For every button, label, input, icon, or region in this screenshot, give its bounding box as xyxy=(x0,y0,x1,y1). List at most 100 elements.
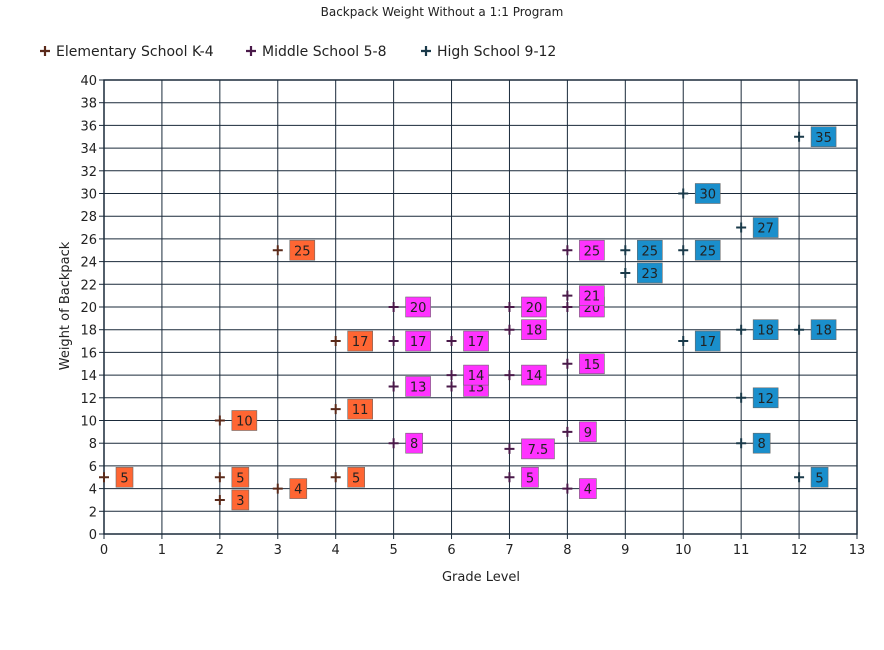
x-tick-label: 6 xyxy=(447,543,455,558)
data-label-box xyxy=(405,296,431,318)
data-label-box xyxy=(463,330,489,352)
y-tick-label: 24 xyxy=(80,256,97,271)
data-label-box xyxy=(637,262,663,284)
data-label: 5 xyxy=(120,471,128,486)
data-label-box xyxy=(231,489,250,511)
data-label: 8 xyxy=(410,437,418,452)
x-tick-label: 9 xyxy=(621,543,629,558)
data-label-box xyxy=(810,319,837,341)
data-label: 14 xyxy=(468,369,485,384)
data-point xyxy=(504,324,515,335)
y-tick-label: 14 xyxy=(80,369,97,384)
data-point xyxy=(678,245,689,256)
data-point xyxy=(388,336,399,347)
data-label: 4 xyxy=(294,483,302,498)
data-label: 17 xyxy=(410,335,427,350)
y-tick-label: 28 xyxy=(80,210,97,225)
data-label: 3 xyxy=(236,494,244,509)
data-label: 11 xyxy=(352,403,369,418)
legend-label: High School 9-12 xyxy=(437,44,556,60)
data-label: 23 xyxy=(642,267,659,282)
data-label: 30 xyxy=(699,188,716,203)
data-label: 8 xyxy=(758,437,766,452)
data-label: 25 xyxy=(294,244,311,259)
data-label: 14 xyxy=(526,369,543,384)
data-label-box xyxy=(752,319,779,341)
data-label-box xyxy=(579,239,605,261)
x-tick-label: 13 xyxy=(849,543,866,558)
y-tick-label: 10 xyxy=(80,415,97,430)
x-tick-label: 3 xyxy=(274,543,282,558)
grid xyxy=(103,79,858,535)
legend-marker xyxy=(246,46,256,56)
data-point xyxy=(562,483,573,494)
y-tick-label: 20 xyxy=(80,301,97,316)
data-label: 27 xyxy=(757,222,774,237)
data-label-box xyxy=(752,217,779,238)
data-label: 9 xyxy=(584,426,592,441)
data-point xyxy=(504,302,515,312)
data-label: 18 xyxy=(815,324,832,339)
x-tick-label: 8 xyxy=(563,543,571,558)
x-tick-label: 4 xyxy=(332,543,340,558)
data-label-box xyxy=(637,239,663,261)
y-tick-label: 12 xyxy=(80,392,97,407)
data-label: 5 xyxy=(352,471,360,486)
data-label-box xyxy=(752,432,771,454)
data-label: 15 xyxy=(584,358,601,373)
data-point xyxy=(794,472,805,483)
x-axis-label: Grade Level xyxy=(442,570,520,585)
x-tick-label: 7 xyxy=(505,543,513,558)
chart-title: Backpack Weight Without a 1:1 Program xyxy=(321,5,564,19)
data-label-box xyxy=(405,330,431,352)
data-point xyxy=(736,222,747,233)
data-point xyxy=(99,472,109,483)
data-label-box xyxy=(347,466,365,488)
data-label: 20 xyxy=(410,301,427,316)
legend-label: Elementary School K-4 xyxy=(56,44,214,60)
y-tick-label: 16 xyxy=(80,346,97,361)
data-point xyxy=(794,324,805,335)
data-label: 18 xyxy=(757,324,774,339)
data-label-box xyxy=(347,330,373,352)
data-label-box xyxy=(579,353,605,375)
y-tick-label: 0 xyxy=(89,528,97,543)
x-tick-label: 11 xyxy=(733,543,750,558)
data-point xyxy=(388,381,399,392)
y-tick-label: 6 xyxy=(89,460,97,475)
data-point xyxy=(446,336,457,347)
data-point xyxy=(794,131,805,142)
legend: Elementary School K-4 Middle School 5-8 Hi… xyxy=(40,44,556,60)
y-tick-label: 8 xyxy=(89,437,97,452)
y-tick-label: 4 xyxy=(89,483,97,498)
data-label-box xyxy=(694,330,721,352)
data-point xyxy=(620,245,631,256)
data-point xyxy=(388,302,399,312)
data-label: 17 xyxy=(699,335,716,350)
legend-label: Middle School 5-8 xyxy=(262,44,387,60)
data-label: 17 xyxy=(468,335,485,350)
data-point xyxy=(446,370,457,381)
data-label: 5 xyxy=(815,471,823,486)
data-point xyxy=(214,415,225,426)
legend-marker xyxy=(421,46,431,56)
data-point xyxy=(272,245,283,256)
data-point xyxy=(272,483,283,494)
x-tick-label: 2 xyxy=(216,543,224,558)
data-label-box xyxy=(521,296,547,318)
data-point xyxy=(736,324,747,335)
data-label: 7.5 xyxy=(528,443,549,458)
data-label-box xyxy=(231,466,250,488)
y-tick-label: 38 xyxy=(80,97,97,112)
data-point xyxy=(214,472,225,483)
data-point xyxy=(504,443,515,454)
x-tick-label: 5 xyxy=(389,543,397,558)
data-label-box xyxy=(694,239,721,261)
series-group: 25 23 30 25 17 27 18 12 8 35 18 5 xyxy=(620,126,837,488)
data-label-box xyxy=(405,432,423,454)
data-point xyxy=(678,188,689,199)
data-point xyxy=(330,336,341,347)
data-label-box xyxy=(521,466,539,488)
